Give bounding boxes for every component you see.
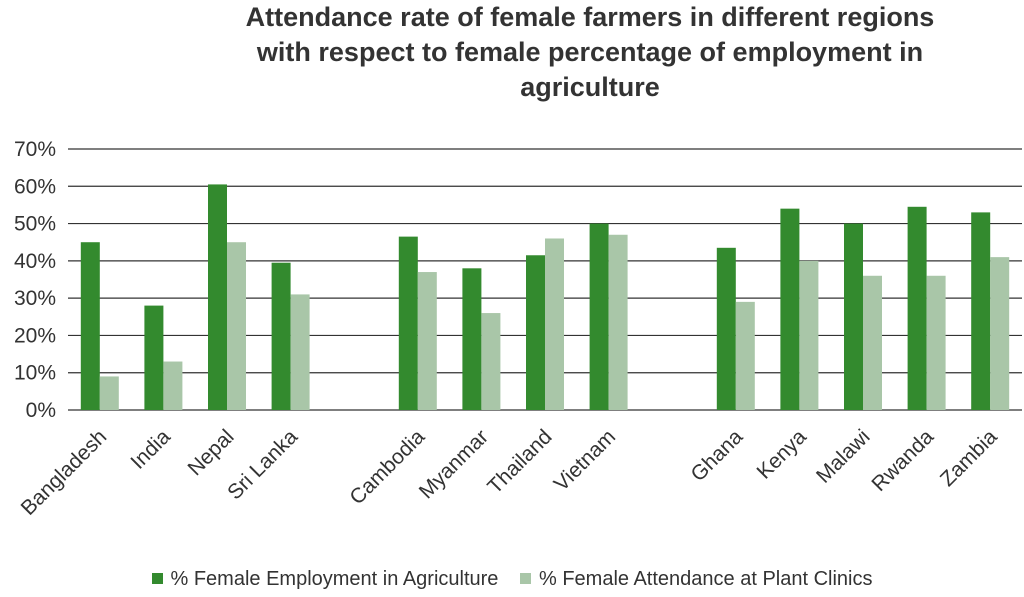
bar-attendance (481, 313, 501, 410)
bar-attendance (863, 275, 882, 410)
y-tick-label: 60% (14, 175, 56, 198)
x-tick-label: Malawi (812, 425, 874, 487)
bar-chart: 0% 10% 20% 30% 40% 50% 60% 70% Bangladesh India N… (14, 138, 1022, 520)
bar-employment (780, 208, 800, 410)
bar-attendance (799, 260, 819, 410)
x-tick-label: Sri Lanka (223, 425, 302, 504)
chart-title-line-3: agriculture (520, 72, 660, 102)
x-tick-label: Zambia (936, 425, 1002, 491)
bar-employment (80, 242, 100, 410)
y-tick-label: 40% (14, 250, 56, 273)
legend-label-employment: % Female Employment in Agriculture (170, 568, 499, 590)
bar-employment (526, 255, 545, 410)
bar-employment (144, 305, 164, 410)
y-tick-label: 0% (26, 399, 56, 422)
y-tick-label: 30% (14, 287, 56, 310)
bar-employment (971, 212, 991, 410)
y-axis-ticks: 0% 10% 20% 30% 40% 50% 60% 70% (14, 138, 56, 422)
x-tick-label: Kenya (753, 425, 812, 484)
legend-item-attendance: % Female Attendance at Plant Clinics (519, 568, 873, 591)
bar-attendance (163, 361, 183, 410)
y-tick-label: 70% (14, 138, 56, 161)
legend: % Female Employment in Agriculture % Fem… (0, 568, 1024, 591)
bar-attendance (608, 234, 628, 410)
x-tick-label: Thailand (483, 425, 556, 498)
bar-employment (589, 223, 609, 410)
bar-employment (716, 247, 736, 410)
x-tick-label: Nepal (183, 425, 238, 480)
y-tick-label: 20% (14, 324, 56, 347)
y-tick-label: 50% (14, 213, 56, 236)
chart-title-line-2: with respect to female percentage of emp… (256, 37, 924, 67)
bar-employment (462, 268, 482, 410)
chart-title-line-1: Attendance rate of female farmers in dif… (245, 2, 935, 32)
bar-attendance (990, 257, 1010, 410)
chart-title: Attendance rate of female farmers in dif… (160, 0, 1020, 105)
legend-item-employment: % Female Employment in Agriculture (151, 568, 499, 591)
legend-swatch-attendance (519, 573, 531, 584)
legend-swatch-employment (151, 573, 163, 584)
x-tick-label: Myanmar (415, 425, 493, 503)
bar-employment (208, 184, 227, 410)
x-tick-label: Ghana (686, 425, 747, 486)
bar-employment (907, 206, 927, 410)
x-tick-label: Cambodia (345, 425, 429, 509)
bar-attendance (417, 272, 437, 410)
bar-attendance (735, 301, 755, 410)
x-tick-label: Bangladesh (17, 425, 112, 520)
bar-employment (271, 262, 291, 410)
bar-attendance (290, 294, 310, 410)
x-tick-label: Vietnam (550, 425, 620, 495)
bar-attendance (99, 376, 119, 410)
bars (80, 184, 1010, 410)
bar-employment (398, 236, 418, 410)
bar-employment (844, 223, 863, 410)
legend-label-attendance: % Female Attendance at Plant Clinics (538, 568, 873, 590)
bar-attendance (227, 242, 246, 410)
x-tick-label: Rwanda (867, 425, 938, 496)
y-tick-label: 10% (14, 362, 56, 385)
bar-attendance (545, 238, 564, 410)
x-tick-label: India (126, 425, 175, 474)
bar-attendance (926, 275, 946, 410)
